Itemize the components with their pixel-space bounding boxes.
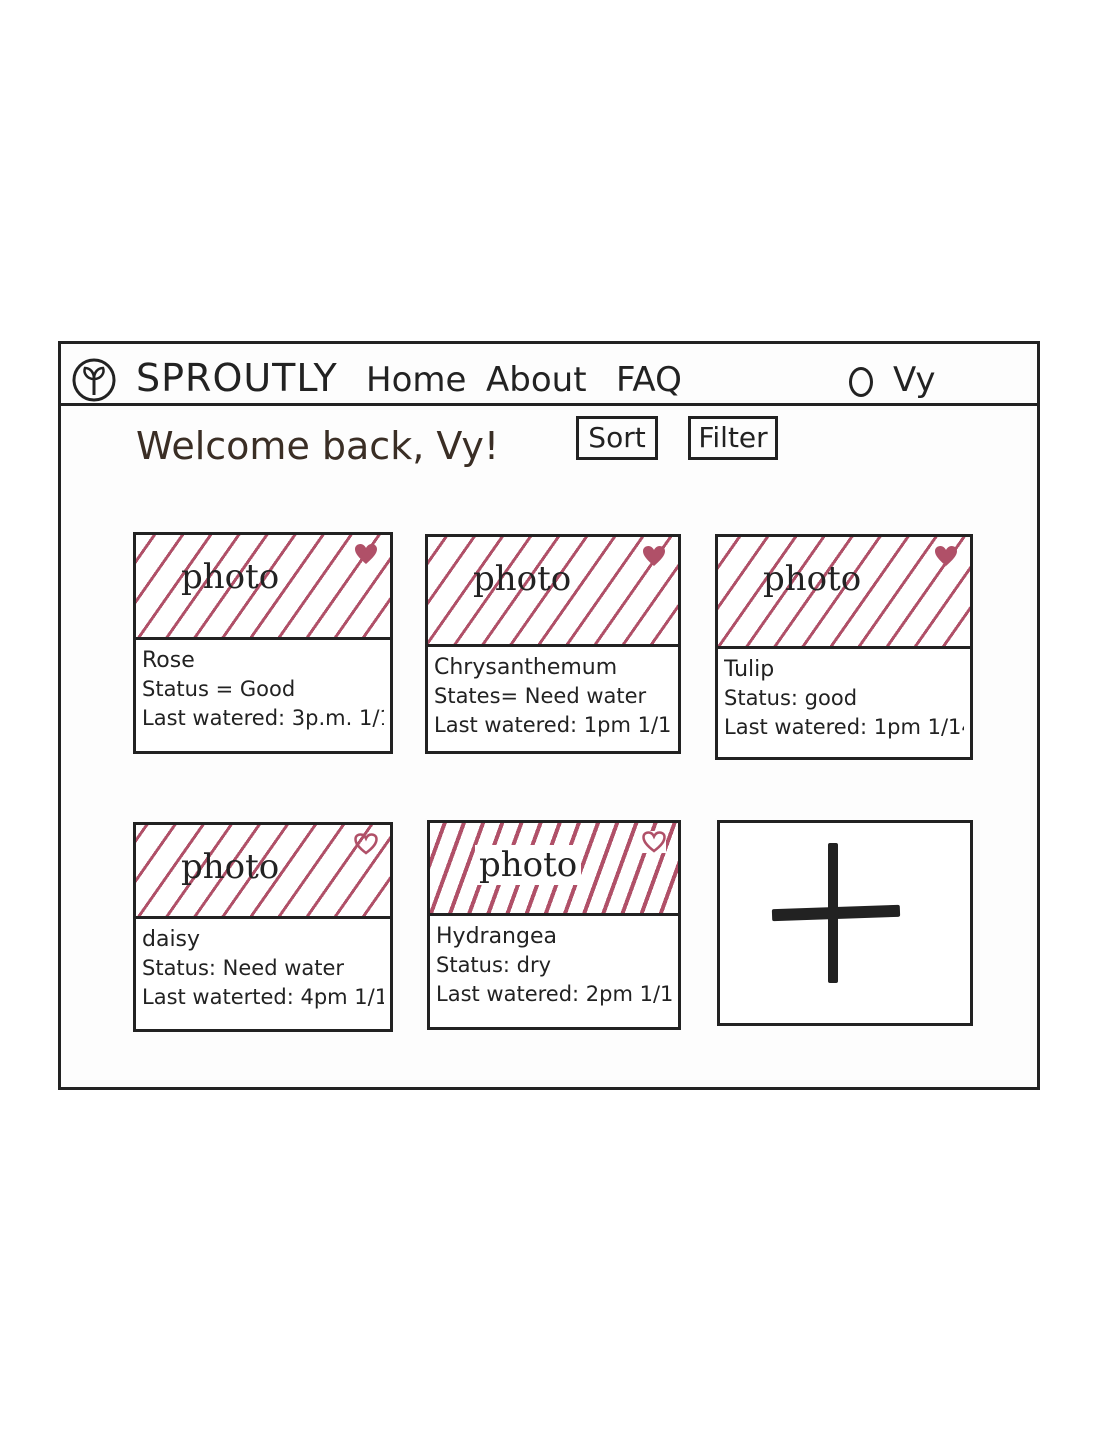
plant-info: Chrysanthemum States= Need water Last wa… bbox=[428, 647, 678, 740]
plant-info: daisy Status: Need water Last waterted: … bbox=[136, 919, 390, 1012]
plant-photo-placeholder: photo bbox=[430, 823, 678, 916]
plant-name: Chrysanthemum bbox=[434, 655, 618, 680]
plant-last-watered: Last watered: 1pm 1/14 bbox=[434, 713, 672, 737]
photo-label: photo bbox=[473, 559, 572, 599]
photo-label: photo bbox=[475, 845, 582, 885]
plant-status: Status: good bbox=[724, 686, 858, 710]
plant-info: Hydrangea Status: dry Last watered: 2pm … bbox=[430, 916, 678, 1009]
photo-label: photo bbox=[181, 557, 280, 597]
plant-name: Hydrangea bbox=[436, 924, 557, 949]
user-name[interactable]: Vy bbox=[893, 360, 936, 400]
heart-outline-icon[interactable] bbox=[642, 831, 666, 853]
heart-filled-icon[interactable] bbox=[934, 545, 958, 567]
plant-circle-icon bbox=[72, 358, 116, 402]
user-avatar[interactable] bbox=[849, 367, 873, 397]
top-navbar: SPROUTLY Home About FAQ Vy bbox=[61, 344, 1037, 406]
plant-info: Tulip Status: good Last watered: 1pm 1/1… bbox=[718, 649, 970, 742]
plant-photo-placeholder: photo bbox=[428, 537, 678, 647]
heart-outline-icon[interactable] bbox=[354, 833, 378, 855]
plant-status: States= Need water bbox=[434, 684, 647, 708]
heart-filled-icon[interactable] bbox=[642, 545, 666, 567]
plant-card-daisy[interactable]: photo daisy Status: Need water Last wate… bbox=[133, 822, 393, 1032]
plant-last-watered: Last watered: 1pm 1/14 bbox=[724, 715, 964, 739]
plant-name: Tulip bbox=[724, 657, 775, 682]
plant-card-tulip[interactable]: photo Tulip Status: good Last watered: 1… bbox=[715, 534, 973, 760]
plant-card-hydrangea[interactable]: photo Hydrangea Status: dry Last watered… bbox=[427, 820, 681, 1030]
plant-name: daisy bbox=[142, 927, 201, 952]
plant-photo-placeholder: photo bbox=[136, 535, 390, 640]
plant-photo-placeholder: photo bbox=[136, 825, 390, 919]
nav-faq-link[interactable]: FAQ bbox=[616, 360, 682, 400]
nav-home-link[interactable]: Home bbox=[366, 360, 467, 400]
plant-status: Status: Need water bbox=[142, 956, 345, 980]
sort-button[interactable]: Sort bbox=[576, 416, 658, 460]
plant-info: Rose Status = Good Last watered: 3p.m. 1… bbox=[136, 640, 390, 733]
plus-icon-bar bbox=[771, 904, 901, 922]
app-window: SPROUTLY Home About FAQ Vy Welcome back,… bbox=[58, 341, 1040, 1090]
plant-card-chrysanthemum[interactable]: photo Chrysanthemum States= Need water L… bbox=[425, 534, 681, 754]
nav-about-link[interactable]: About bbox=[486, 360, 587, 400]
heart-filled-icon[interactable] bbox=[354, 543, 378, 565]
brand-name[interactable]: SPROUTLY bbox=[136, 356, 338, 400]
photo-label: photo bbox=[181, 847, 280, 887]
plant-name: Rose bbox=[142, 648, 195, 673]
photo-label: photo bbox=[763, 559, 862, 599]
plant-status: Status: dry bbox=[436, 953, 552, 977]
add-plant-button[interactable] bbox=[717, 820, 973, 1026]
plant-last-watered: Last waterted: 4pm 1/15 bbox=[142, 985, 384, 1009]
welcome-message: Welcome back, Vy! bbox=[136, 424, 500, 468]
plant-last-watered: Last watered: 3p.m. 1/15 bbox=[142, 706, 384, 730]
plant-status: Status = Good bbox=[142, 677, 296, 701]
plant-card-rose[interactable]: photo Rose Status = Good Last watered: 3… bbox=[133, 532, 393, 754]
filter-button[interactable]: Filter bbox=[688, 416, 778, 460]
plant-last-watered: Last watered: 2pm 1/14 bbox=[436, 982, 672, 1006]
plant-photo-placeholder: photo bbox=[718, 537, 970, 649]
